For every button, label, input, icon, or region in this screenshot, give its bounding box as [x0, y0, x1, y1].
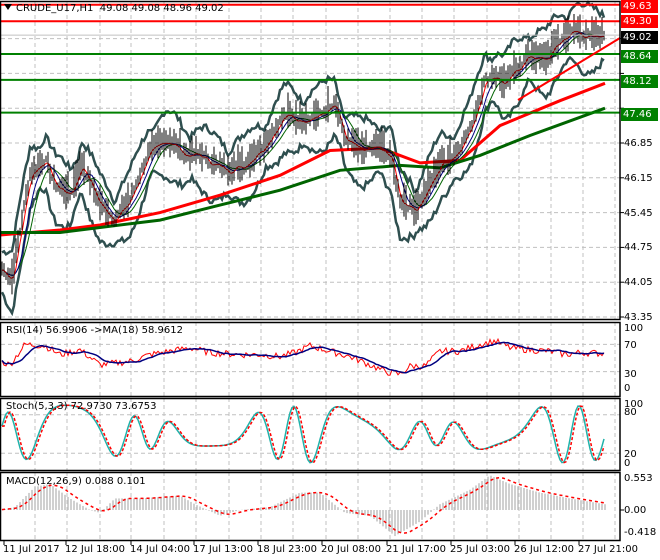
time-label: 17 Jul 13:00	[193, 544, 253, 555]
price-tick: 46.15	[624, 173, 653, 184]
stoch-level: 0	[624, 458, 631, 469]
price-tick: 44.05	[624, 277, 653, 288]
bollinger-upper	[1, 0, 606, 256]
panel-border	[0, 321, 621, 398]
current-price-tag: 49.02	[621, 31, 658, 44]
resistance-tag-2: 49.30	[621, 15, 658, 28]
stoch-main-line	[1, 404, 605, 464]
resistance-tag-1: 49.63	[621, 0, 658, 13]
stoch-signal-line	[2, 404, 605, 464]
stoch-level: 20	[624, 449, 637, 460]
price-tick: 46.85	[624, 138, 653, 149]
rsi-level: 70	[624, 340, 637, 351]
price-tick: 43.35	[624, 312, 653, 323]
stoch-level: 100	[624, 399, 644, 410]
rsi-level: 0	[624, 383, 631, 394]
chart-title: CRUDE_U17,H1 49.08 49.08 48.96 49.02	[4, 3, 224, 15]
time-label: 21 Jul 17:00	[386, 544, 446, 555]
time-label: 20 Jul 08:00	[321, 544, 381, 555]
time-label: 18 Jul 23:00	[257, 544, 317, 555]
price-tick: 45.45	[624, 208, 653, 219]
time-label: 14 Jul 04:00	[130, 544, 190, 555]
macd-level: -0.418	[624, 527, 657, 538]
macd-signal-line	[1, 476, 606, 534]
rsi-ma-line	[1, 341, 605, 374]
time-label: 11 Jul 2017	[3, 544, 60, 555]
panel-border	[0, 0, 621, 321]
rsi-title: RSI(14) 56.9906 ->MA(18) 58.9612	[6, 325, 183, 336]
rsi-level: 100	[624, 323, 644, 334]
price-tick: 44.75	[624, 242, 653, 253]
ma-slow-red	[0, 81, 606, 237]
rsi-level: 30	[624, 369, 637, 380]
time-label: 25 Jul 03:00	[450, 544, 510, 555]
bollinger-lower	[0, 55, 605, 317]
panel-border	[0, 397, 621, 472]
time-label: 12 Jul 18:00	[65, 544, 125, 555]
time-label: 26 Jul 12:00	[514, 544, 574, 555]
ma-slow-green	[0, 106, 606, 234]
trend-line	[517, 37, 621, 101]
support-tag-2: 48.12	[621, 75, 658, 88]
support-tag-1: 48.64	[621, 50, 658, 63]
support-tag-3: 47.46	[621, 108, 658, 121]
macd-title: MACD(12,26,9) 0.088 0.101	[6, 476, 146, 487]
macd-level: 0.00	[624, 505, 647, 516]
macd-level: 0.553	[624, 473, 653, 484]
time-label: 27 Jul 21:00	[578, 544, 638, 555]
dropdown-triangle-icon[interactable]	[4, 4, 12, 10]
panel-border	[0, 471, 621, 542]
symbol-timeframe: CRUDE_U17,H1	[16, 3, 94, 14]
ohlc-values: 49.08 49.08 48.96 49.02	[99, 3, 224, 14]
stoch-level: 80	[624, 407, 637, 418]
stoch-title: Stoch(5,3,3) 72.9730 73.6753	[6, 401, 157, 412]
